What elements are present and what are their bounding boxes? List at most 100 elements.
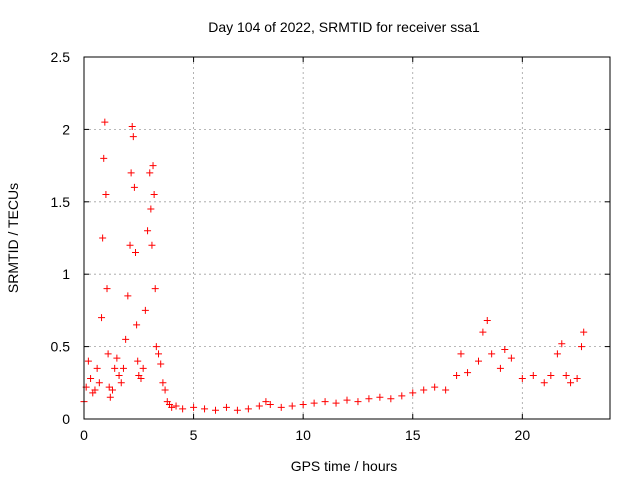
y-tick-label: 2 — [62, 121, 70, 137]
data-point — [453, 372, 461, 380]
chart-title: Day 104 of 2022, SRMTID for receiver ssa… — [208, 19, 480, 35]
data-point — [147, 205, 155, 213]
data-point — [99, 234, 107, 242]
data-point — [190, 403, 198, 411]
data-point — [137, 374, 145, 382]
x-tick-label: 10 — [295, 427, 311, 443]
data-point — [141, 306, 149, 314]
data-point — [483, 317, 491, 325]
data-point — [567, 379, 575, 387]
data-point — [139, 364, 147, 372]
data-point — [244, 405, 252, 413]
data-point — [518, 374, 526, 382]
y-tick-label: 0.5 — [51, 339, 71, 355]
data-point — [212, 406, 219, 414]
data-point — [365, 395, 373, 403]
data-point — [130, 183, 138, 191]
y-tick-label: 2.5 — [51, 49, 71, 65]
data-point — [562, 372, 570, 380]
data-point — [122, 335, 130, 343]
data-point — [376, 393, 384, 401]
plot-frame — [83, 56, 611, 420]
x-tick-label: 15 — [405, 427, 421, 443]
x-tick-label: 0 — [80, 427, 88, 443]
data-point — [91, 386, 99, 394]
data-point — [558, 340, 566, 348]
data-point — [321, 398, 329, 406]
data-point — [115, 372, 123, 380]
data-point — [117, 379, 125, 387]
data-point — [98, 314, 106, 322]
data-point — [496, 364, 504, 372]
data-point — [387, 395, 395, 403]
data-point — [222, 403, 230, 411]
data-point — [128, 123, 136, 131]
data-point — [84, 357, 92, 365]
data-point — [540, 379, 548, 387]
data-point — [101, 118, 109, 126]
data-point — [464, 369, 472, 377]
data-point — [87, 374, 95, 382]
data-point — [111, 364, 119, 372]
data-point — [299, 401, 307, 409]
data-point — [488, 350, 496, 358]
data-point — [157, 360, 165, 368]
data-point — [172, 402, 180, 410]
data-point — [501, 345, 509, 353]
data-point — [332, 399, 340, 407]
data-point — [398, 392, 406, 400]
data-point — [201, 405, 209, 413]
data-point — [457, 350, 465, 358]
data-point — [580, 328, 588, 336]
data-point — [479, 328, 487, 336]
grid — [84, 57, 610, 419]
data-point — [102, 191, 110, 199]
data-point — [159, 379, 167, 387]
data-point — [573, 374, 581, 382]
data-point — [442, 386, 450, 394]
y-tick-label: 1 — [62, 266, 70, 282]
data-point — [108, 386, 116, 394]
data-point — [105, 383, 113, 391]
data-point — [288, 402, 296, 410]
y-axis-title: SRMTID / TECUs — [5, 183, 21, 293]
data-point — [168, 403, 176, 411]
data-point — [151, 285, 159, 293]
data-point — [148, 241, 156, 249]
data-point — [277, 403, 285, 411]
data-point — [155, 350, 163, 358]
data-point — [553, 350, 561, 358]
data-point — [152, 343, 160, 351]
series-srmtid — [80, 118, 588, 414]
data-point — [255, 402, 263, 410]
data-point — [104, 350, 112, 358]
data-point — [146, 169, 154, 177]
data-point — [266, 401, 274, 409]
data-point — [93, 364, 101, 372]
data-point — [409, 389, 417, 397]
y-tick-label: 1.5 — [51, 194, 71, 210]
data-point — [179, 405, 187, 413]
data-point — [133, 321, 141, 329]
data-point — [150, 191, 158, 199]
data-point — [262, 398, 270, 406]
data-point — [475, 357, 482, 365]
data-point — [310, 399, 318, 407]
data-point — [134, 357, 142, 365]
data-point — [113, 354, 121, 362]
data-point — [529, 372, 537, 380]
x-axis-title: GPS time / hours — [291, 458, 398, 474]
data-point — [578, 343, 586, 351]
data-point — [106, 393, 114, 401]
data-point — [119, 364, 127, 372]
data-point — [343, 396, 351, 404]
data-series — [80, 118, 588, 414]
data-point — [161, 386, 169, 394]
data-point — [127, 169, 135, 177]
data-point — [129, 133, 137, 141]
axis-ticks: 0 5 10 15 20 0 0.5 1 1.5 2 2.5 — [51, 49, 610, 443]
data-point — [149, 162, 157, 170]
data-point — [547, 372, 555, 380]
